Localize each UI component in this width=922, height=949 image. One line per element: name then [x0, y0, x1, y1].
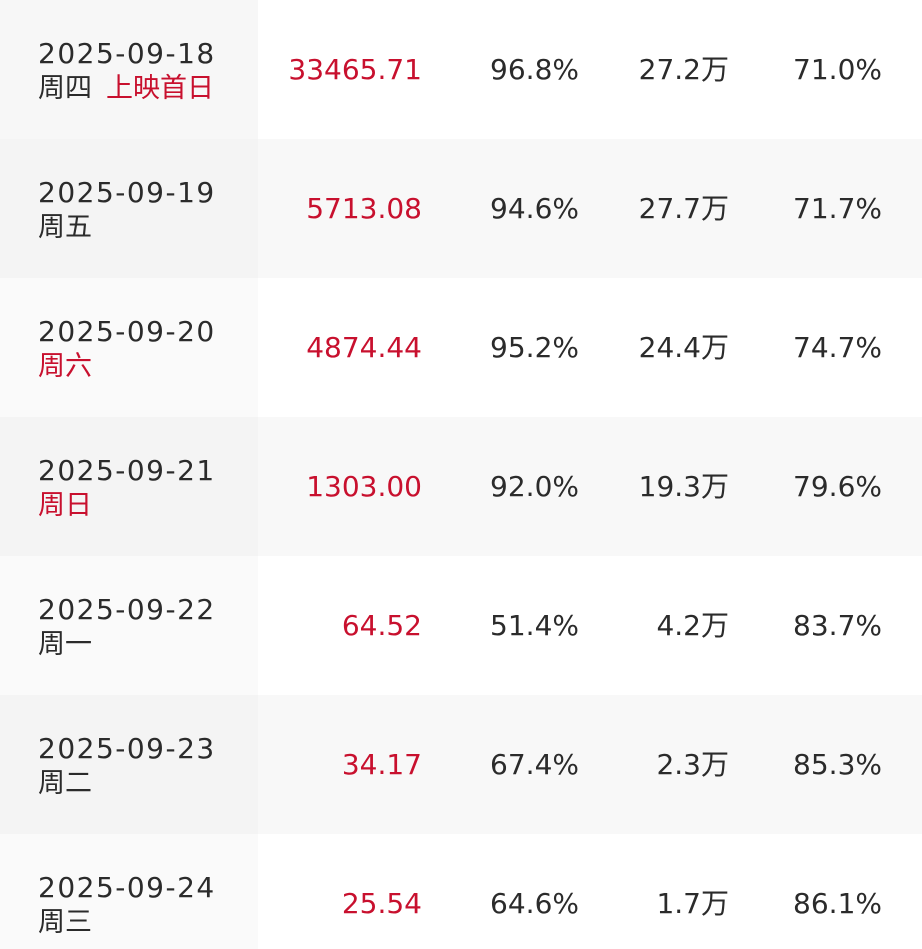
weekday-line: 周四 上映首日 [38, 72, 214, 106]
box-office-value: 4874.44 [306, 331, 422, 364]
box-office-share: 94.6% [490, 192, 579, 225]
screenings-count: 1.7万 [656, 887, 729, 920]
box-office-value: 33465.71 [288, 53, 422, 86]
box-office-share: 95.2% [490, 331, 579, 364]
box-office-value: 1303.00 [306, 470, 422, 503]
date-label: 2025-09-23 [38, 732, 216, 765]
screening-rate: 74.7% [793, 331, 882, 364]
weekday-label: 周二 [38, 768, 92, 799]
date-cell: 2025-09-20 周六 [0, 278, 258, 417]
weekday-label: 周三 [38, 907, 92, 938]
box-office-value: 34.17 [341, 748, 422, 781]
date-cell: 2025-09-21 周日 [0, 417, 258, 556]
screening-rate: 86.1% [793, 887, 882, 920]
box-office-share: 67.4% [490, 748, 579, 781]
date-label: 2025-09-18 [38, 37, 216, 70]
table-row[interactable]: 2025-09-21 周日 1303.00 92.0% 19.3万 79.6% [0, 417, 922, 556]
table-row[interactable]: 2025-09-20 周六 4874.44 95.2% 24.4万 74.7% [0, 278, 922, 417]
box-office-value: 5713.08 [306, 192, 422, 225]
weekday-line: 周五 [38, 211, 92, 245]
screenings-count: 19.3万 [638, 470, 729, 503]
date-label: 2025-09-19 [38, 176, 216, 209]
box-office-share: 51.4% [490, 609, 579, 642]
date-label: 2025-09-20 [38, 315, 216, 348]
table-row[interactable]: 2025-09-23 周二 34.17 67.4% 2.3万 85.3% [0, 695, 922, 834]
box-office-share: 92.0% [490, 470, 579, 503]
screenings-count: 2.3万 [656, 748, 729, 781]
weekday-label: 周六 [38, 351, 92, 382]
screenings-count: 27.2万 [638, 53, 729, 86]
screening-rate: 85.3% [793, 748, 882, 781]
release-day-tag: 上映首日 [106, 73, 214, 104]
weekday-label: 周五 [38, 212, 92, 243]
table-row[interactable]: 2025-09-22 周一 64.52 51.4% 4.2万 83.7% [0, 556, 922, 695]
weekday-line: 周一 [38, 628, 92, 662]
date-cell: 2025-09-18 周四 上映首日 [0, 0, 258, 139]
date-cell: 2025-09-19 周五 [0, 139, 258, 278]
date-label: 2025-09-21 [38, 454, 216, 487]
screenings-count: 4.2万 [656, 609, 729, 642]
weekday-label: 周四 [38, 73, 92, 104]
screenings-count: 24.4万 [638, 331, 729, 364]
date-label: 2025-09-24 [38, 871, 216, 904]
table-row[interactable]: 2025-09-18 周四 上映首日 33465.71 96.8% 27.2万 7… [0, 0, 922, 139]
date-cell: 2025-09-22 周一 [0, 556, 258, 695]
weekday-line: 周二 [38, 767, 92, 801]
box-office-value: 25.54 [341, 887, 422, 920]
box-office-share: 64.6% [490, 887, 579, 920]
screening-rate: 71.0% [793, 53, 882, 86]
box-office-share: 96.8% [490, 53, 579, 86]
date-label: 2025-09-22 [38, 593, 216, 626]
weekday-line: 周三 [38, 906, 92, 940]
date-cell: 2025-09-23 周二 [0, 695, 258, 834]
screening-rate: 83.7% [793, 609, 882, 642]
weekday-label: 周一 [38, 629, 92, 660]
table-row[interactable]: 2025-09-24 周三 25.54 64.6% 1.7万 86.1% [0, 834, 922, 949]
box-office-value: 64.52 [341, 609, 422, 642]
screenings-count: 27.7万 [638, 192, 729, 225]
weekday-line: 周日 [38, 489, 92, 523]
table-row[interactable]: 2025-09-19 周五 5713.08 94.6% 27.7万 71.7% [0, 139, 922, 278]
screening-rate: 71.7% [793, 192, 882, 225]
screening-rate: 79.6% [793, 470, 882, 503]
weekday-line: 周六 [38, 350, 92, 384]
weekday-label: 周日 [38, 490, 92, 521]
date-cell: 2025-09-24 周三 [0, 834, 258, 949]
